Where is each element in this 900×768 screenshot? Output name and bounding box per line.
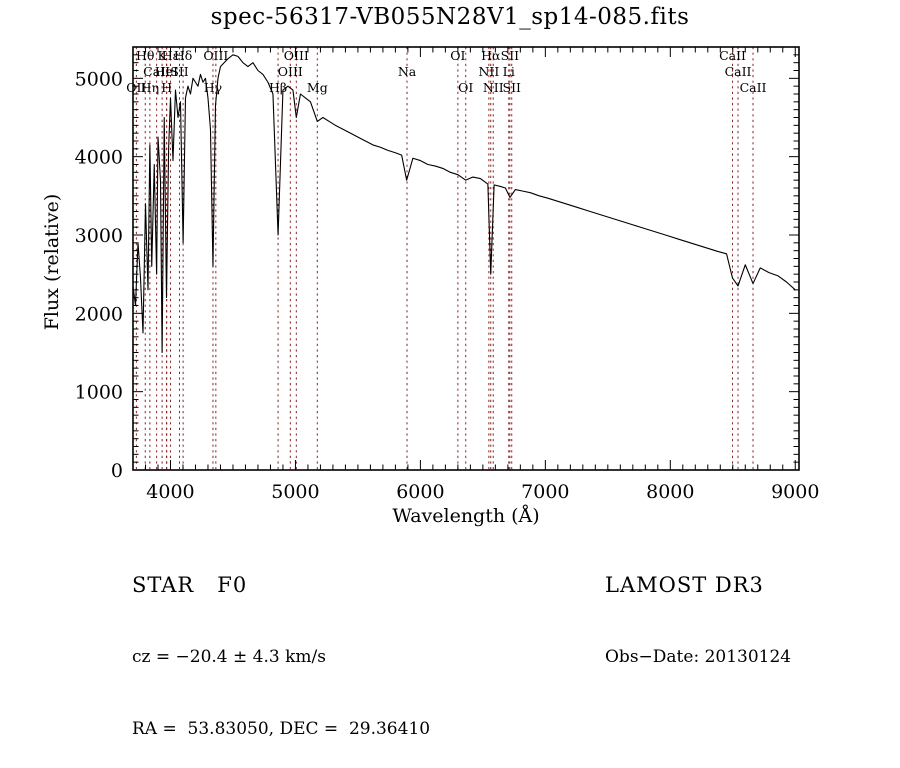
spectral-line-labels: OIIHθHηCaIIKHeIHHεHδSIIHγOIIIHβOIIIOIIIM… (126, 48, 766, 95)
line-label-K-3933: K (157, 48, 167, 63)
sky-coordinates: RA = 53.83050, DEC = 29.36410 (132, 719, 431, 739)
x-tick-4000: 4000 (146, 481, 194, 503)
line-label-OII-3727: OII (126, 80, 146, 95)
object-classification: STAR F0 (132, 573, 248, 597)
x-tick-9000: 9000 (771, 481, 819, 503)
line-label-CaII-3889: CaII (143, 64, 170, 79)
y-tick-1000: 1000 (75, 382, 123, 404)
line-label-CaII-8662: CaII (740, 80, 767, 95)
spectrum-curve (132, 54, 796, 354)
page-title: spec-56317-VB055N28V1_sp14-085.fits (210, 4, 690, 30)
spectral-line-markers (135, 47, 754, 470)
x-tick-5000: 5000 (271, 481, 319, 503)
x-tick-8000: 8000 (646, 481, 694, 503)
x-tick-7000: 7000 (521, 481, 569, 503)
line-label-OI-6300: OI (450, 48, 465, 63)
x-tick-6000: 6000 (396, 481, 444, 503)
line-label-H-4101: Hδ (174, 48, 192, 63)
line-label-HeI-3968: HeI (155, 64, 178, 79)
y-axis-title: Flux (relative) (41, 194, 63, 331)
line-label-H-3835: Hη (141, 80, 159, 95)
line-label-H-6563: Hα (481, 48, 501, 63)
line-label-H-4000: Hε (162, 48, 179, 63)
survey-name: LAMOST DR3 (605, 573, 764, 597)
line-label-SII-6731: SII (503, 80, 522, 95)
line-label-H-4861: Hβ (269, 80, 287, 95)
line-label-Mg-5175: Mg (307, 80, 328, 95)
line-label-OIII-5007: OIII (284, 48, 309, 63)
x-axis-tick-labels: 4000 5000 6000 7000 8000 9000 (146, 481, 819, 503)
line-label-H-4340: Hγ (204, 80, 222, 95)
line-label-OIII-4959: OIII (278, 64, 303, 79)
footer-right: LAMOST DR3 Obs−Date: 20130124 (605, 531, 791, 696)
line-label-OIII-4363: OIII (203, 48, 228, 63)
line-label-NII-6548: NII (478, 64, 499, 79)
line-label-H-3970: H (161, 80, 172, 95)
plot-frame (132, 46, 800, 471)
line-label-CaII-8542: CaII (725, 64, 752, 79)
spectrum-figure: 4000 5000 6000 7000 8000 9000 0 1000 2000 3000 40… (41, 46, 819, 527)
line-label-H-3798: Hθ (136, 48, 154, 63)
line-label-SII-4072: SII (170, 64, 189, 79)
footer-left: STAR F0 cz = −20.4 ± 4.3 km/s RA = 53.83… (132, 531, 430, 768)
y-tick-0: 0 (111, 460, 123, 482)
line-label-CaII-8498: CaII (719, 48, 746, 63)
x-axis-title: Wavelength (Å) (392, 505, 539, 527)
y-tick-5000: 5000 (75, 68, 123, 90)
line-label-NII-6583: NII (483, 80, 504, 95)
y-axis-tick-labels: 0 1000 2000 3000 4000 5000 (75, 68, 123, 482)
line-label-SII-6716: SII (501, 48, 520, 63)
line-label-Na-5893: Na (398, 64, 417, 79)
y-tick-3000: 3000 (75, 225, 123, 247)
y-tick-4000: 4000 (75, 147, 123, 169)
line-label-Li-6707: Li (503, 64, 515, 79)
line-label-OI-6363: OI (458, 80, 473, 95)
y-tick-2000: 2000 (75, 303, 123, 325)
